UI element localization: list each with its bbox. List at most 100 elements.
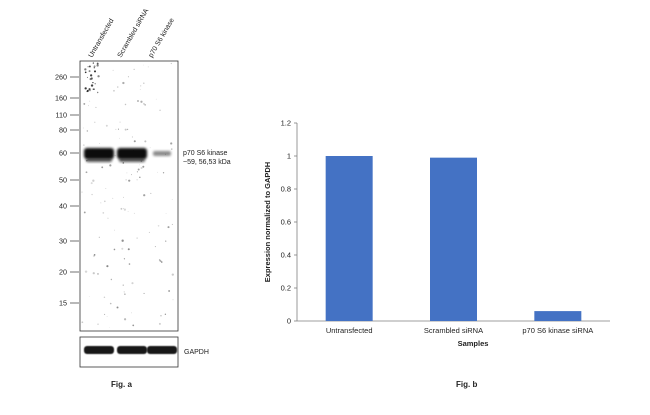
blot-speckle — [136, 171, 138, 173]
blot-speckle — [121, 247, 124, 250]
blot-speckle — [132, 324, 135, 327]
band-lane-1 — [84, 148, 114, 159]
mw-marker-15: 15 — [59, 299, 67, 308]
blot-speckle — [121, 239, 124, 242]
blot-speckle — [165, 213, 167, 215]
blot-speckle — [148, 231, 150, 233]
blot-speckle — [94, 83, 96, 85]
blot-speckle — [133, 212, 135, 214]
blot-speckle — [96, 64, 99, 67]
blot-speckle — [89, 100, 91, 102]
blot-speckle — [126, 172, 128, 174]
blot-speckle — [123, 196, 125, 198]
blot-speckle — [123, 291, 125, 293]
blot-speckle — [90, 182, 93, 185]
blot-speckle — [162, 172, 165, 174]
blot-speckle — [107, 217, 109, 219]
blot-speckle — [122, 284, 124, 286]
blot-speckle — [93, 70, 97, 73]
y-tick-label: 0.8 — [281, 185, 291, 194]
blot-speckle — [143, 64, 144, 66]
blot-speckle — [96, 91, 99, 94]
blot-speckle — [158, 322, 161, 325]
gapdh-band-lane-2 — [117, 346, 147, 354]
band-lane-2-lower — [119, 158, 145, 162]
blot-speckle — [137, 100, 139, 102]
blot-speckle — [124, 103, 127, 106]
blot-speckle — [93, 254, 96, 256]
blot-speckle — [91, 193, 93, 196]
blot-speckle — [143, 102, 145, 105]
blot-speckle — [143, 194, 146, 197]
blot-speckle — [123, 208, 124, 209]
mw-marker-30: 30 — [59, 237, 67, 246]
blot-speckle — [136, 179, 138, 181]
blot-speckle — [92, 272, 95, 275]
blot-speckle — [109, 327, 110, 328]
blot-speckle — [104, 313, 106, 315]
blot-speckle — [139, 88, 141, 90]
blot-speckle — [112, 197, 114, 199]
blot-speckle — [109, 164, 112, 167]
fig-b-caption: Fig. b — [456, 380, 478, 389]
y-tick-label: 0.4 — [281, 251, 291, 260]
blot-speckle — [147, 66, 149, 68]
blot-speckle — [90, 77, 93, 80]
blot-speckle — [123, 258, 126, 260]
blot-speckle — [109, 302, 112, 305]
blot-speckle — [87, 66, 89, 68]
blot-speckle — [165, 240, 167, 242]
chart-x-axis-label: Samples — [458, 339, 489, 348]
blot-speckle — [92, 179, 95, 182]
blot-speckle — [171, 273, 174, 276]
blot-speckle — [82, 127, 84, 129]
blot-speckle — [144, 104, 146, 106]
band-label-line2: ~59, 56,53 kDa — [183, 159, 231, 166]
blot-speckle — [86, 76, 89, 79]
blot-speckle — [144, 140, 147, 143]
blot-speckle — [133, 68, 135, 70]
blot-speckle — [86, 130, 89, 132]
blot-speckle — [110, 278, 113, 281]
blot-speckle — [149, 147, 151, 149]
blot-speckle — [94, 121, 96, 124]
mw-marker-60: 60 — [59, 149, 67, 158]
blot-speckle — [154, 246, 156, 248]
blot-speckle — [92, 81, 94, 84]
mw-marker-110: 110 — [56, 111, 67, 120]
blot-speckle — [127, 76, 129, 78]
blot-speckle — [124, 293, 126, 295]
blot-speckle — [106, 316, 108, 317]
blot-speckle — [95, 106, 97, 108]
blot-speckle — [123, 318, 127, 321]
blot-speckle — [81, 191, 83, 193]
blot-speckle — [104, 200, 106, 203]
blot-speckle — [158, 259, 161, 261]
mw-marker-80: 80 — [59, 126, 67, 135]
blot-speckle — [97, 72, 99, 74]
y-tick-label: 0 — [287, 317, 291, 326]
y-tick-label: 1.2 — [281, 119, 291, 128]
blot-speckle — [131, 282, 134, 285]
blot-speckle — [140, 100, 143, 103]
blot-speckle — [164, 313, 167, 315]
gapdh-band-lane-1 — [84, 346, 114, 354]
blot-speckle — [168, 290, 171, 292]
blot-speckle — [157, 224, 160, 227]
blot-speckle — [160, 261, 163, 263]
x-tick-label: Scrambled siRNA — [424, 326, 483, 335]
blot-speckle — [84, 87, 87, 90]
blot-speckle — [122, 162, 125, 164]
blot-speckle — [89, 89, 91, 92]
blot-speckle — [119, 137, 120, 139]
blot-speckle — [112, 69, 114, 71]
bar-1 — [325, 156, 373, 321]
x-tick-label: Untransfected — [326, 326, 373, 335]
blot-speckle — [84, 270, 88, 273]
band-lane-3 — [153, 151, 171, 156]
blot-speckle — [133, 140, 136, 143]
gapdh-band-lane-3 — [147, 346, 177, 354]
blot-speckle — [159, 109, 161, 111]
blot-speckle — [116, 306, 119, 309]
blot-speckle — [88, 88, 91, 91]
